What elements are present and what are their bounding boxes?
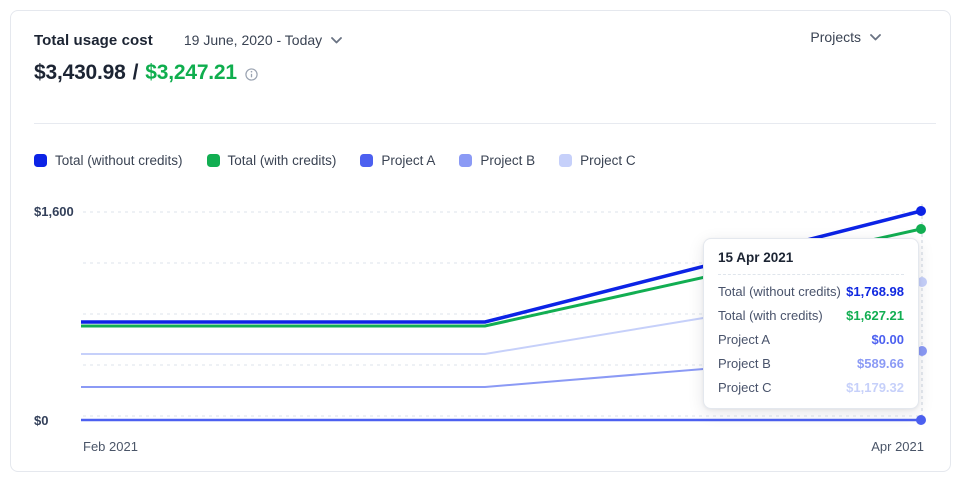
legend-item-label: Total (without credits) bbox=[55, 153, 183, 168]
tooltip-row-label: Total (with credits) bbox=[718, 307, 823, 323]
legend-item-label: Total (with credits) bbox=[227, 153, 337, 168]
amount-with-credits: $3,247.21 bbox=[145, 61, 237, 84]
tooltip-row-value: $1,768.98 bbox=[846, 283, 904, 299]
legend-swatch bbox=[206, 154, 220, 167]
tooltip-divider bbox=[718, 274, 904, 275]
legend-item-label: Project C bbox=[580, 153, 636, 168]
info-icon[interactable] bbox=[245, 67, 258, 81]
x-axis-label-apr: Apr 2021 bbox=[871, 439, 924, 454]
legend-item-total-with-credits[interactable]: Total (with credits) bbox=[206, 153, 337, 168]
y-axis-label-top: $1,600 bbox=[34, 204, 74, 219]
legend-item-label: Project B bbox=[480, 153, 536, 168]
amount-without-credits: $3,430.98 bbox=[34, 61, 126, 84]
legend-swatch bbox=[360, 154, 374, 167]
projects-dropdown-label: Projects bbox=[810, 29, 861, 45]
tooltip-row: Total (without credits) $1,768.98 bbox=[718, 279, 904, 303]
chart-area: $1,600 $0 Feb 2021 Apr 2021 bbox=[11, 196, 950, 468]
dot-total-with-credits bbox=[916, 224, 926, 234]
amount-separator: / bbox=[132, 61, 139, 84]
tooltip-row-value: $1,179.32 bbox=[846, 379, 904, 395]
legend-swatch bbox=[459, 154, 473, 167]
date-range-dropdown[interactable]: 19 June, 2020 - Today bbox=[183, 32, 343, 48]
amount-row: $3,430.98 / $3,247.21 bbox=[34, 61, 258, 85]
page-title: Total usage cost bbox=[34, 31, 153, 49]
chart-legend: Total (without credits) Total (with cred… bbox=[34, 153, 636, 168]
legend-swatch bbox=[34, 154, 47, 167]
tooltip-row: Project B $589.66 bbox=[718, 351, 904, 375]
legend-item-project-c[interactable]: Project C bbox=[559, 153, 636, 168]
tooltip-row: Project A $0.00 bbox=[718, 327, 904, 351]
legend-item-project-a[interactable]: Project A bbox=[360, 153, 435, 168]
tooltip-title: 15 Apr 2021 bbox=[718, 250, 794, 265]
chevron-down-icon bbox=[870, 33, 881, 40]
chevron-down-icon bbox=[331, 36, 343, 43]
tooltip-row-label: Project C bbox=[718, 379, 772, 395]
tooltip-row: Project C $1,179.32 bbox=[718, 375, 904, 399]
legend-item-project-b[interactable]: Project B bbox=[459, 153, 535, 168]
card-header: Total usage cost 19 June, 2020 - Today P… bbox=[34, 29, 927, 51]
dot-project-a bbox=[916, 415, 926, 425]
tooltip-row: Total (with credits) $1,627.21 bbox=[718, 303, 904, 327]
tooltip-row-value: $0.00 bbox=[871, 331, 904, 347]
header-divider bbox=[34, 123, 936, 124]
dot-total-without-credits bbox=[916, 206, 926, 216]
x-axis-label-feb: Feb 2021 bbox=[83, 439, 138, 454]
date-range-label: 19 June, 2020 - Today bbox=[183, 32, 323, 48]
tooltip-row-label: Total (without credits) bbox=[718, 283, 841, 299]
legend-item-label: Project A bbox=[381, 153, 436, 168]
legend-item-total-without-credits[interactable]: Total (without credits) bbox=[34, 153, 183, 168]
tooltip-row-value: $1,627.21 bbox=[846, 307, 904, 323]
chart-tooltip: 15 Apr 2021 Total (without credits) $1,7… bbox=[703, 238, 919, 409]
usage-cost-card: Total usage cost 19 June, 2020 - Today P… bbox=[10, 10, 951, 472]
dot-project-c bbox=[917, 277, 927, 287]
legend-swatch bbox=[559, 154, 573, 167]
y-axis-label-zero: $0 bbox=[34, 413, 49, 428]
tooltip-row-value: $589.66 bbox=[857, 355, 904, 371]
tooltip-row-label: Project B bbox=[718, 355, 771, 371]
tooltip-row-label: Project A bbox=[718, 331, 771, 347]
projects-dropdown[interactable]: Projects bbox=[810, 29, 881, 45]
dot-project-b bbox=[917, 346, 927, 356]
